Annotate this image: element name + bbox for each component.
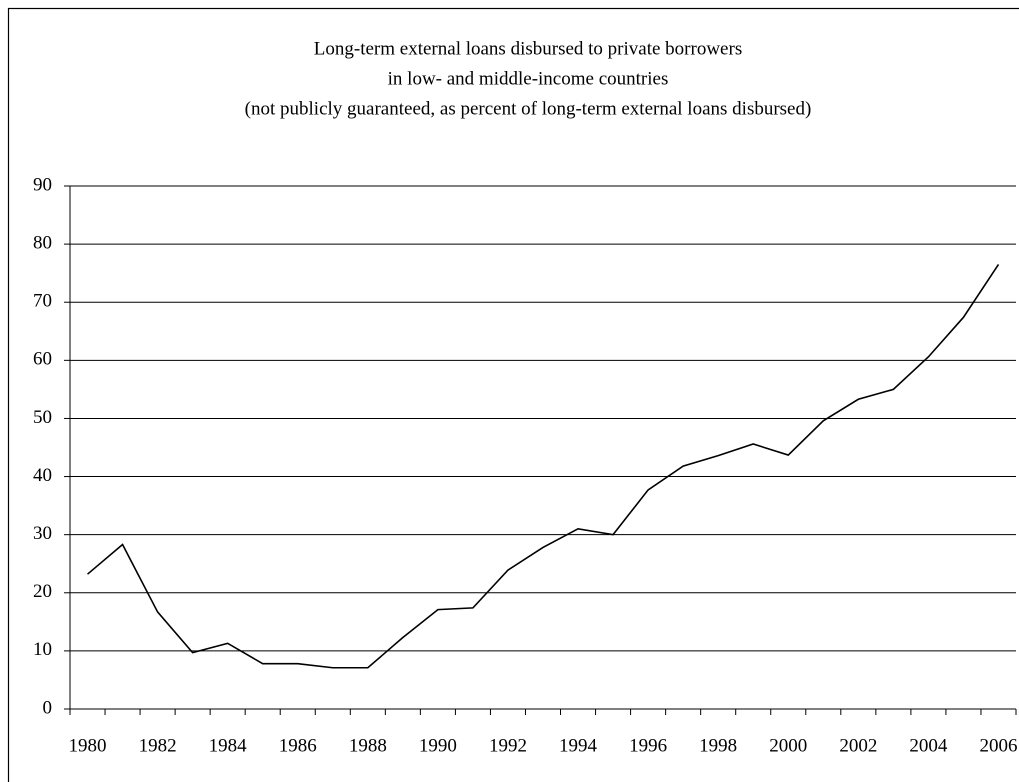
chart-title: (not publicly guaranteed, as percent of … bbox=[245, 98, 812, 119]
y-tick-label: 30 bbox=[33, 523, 52, 544]
data-line bbox=[87, 264, 1000, 669]
y-tick-label: 50 bbox=[33, 407, 52, 428]
y-tick-label: 60 bbox=[33, 349, 52, 370]
chart-title: in low- and middle-income countries bbox=[388, 68, 669, 89]
x-tick-label: 1996 bbox=[629, 735, 667, 756]
y-tick-label: 90 bbox=[33, 174, 52, 195]
x-tick-label: 1986 bbox=[279, 735, 317, 756]
y-tick-label: 80 bbox=[33, 232, 52, 253]
y-tick-label: 70 bbox=[33, 291, 52, 312]
chart-frame bbox=[7, 7, 1019, 782]
y-tick-label: 40 bbox=[33, 465, 52, 486]
x-tick-label: 1998 bbox=[699, 735, 737, 756]
x-tick-label: 1982 bbox=[139, 735, 177, 756]
x-tick-label: 1992 bbox=[489, 735, 527, 756]
x-tick-label: 1994 bbox=[559, 735, 598, 756]
x-tick-label: 1984 bbox=[209, 735, 248, 756]
x-tick-label: 2002 bbox=[839, 735, 877, 756]
y-tick-label: 20 bbox=[33, 581, 52, 602]
y-tick-label: 10 bbox=[33, 639, 52, 660]
x-tick-label: 2000 bbox=[769, 735, 807, 756]
x-tick-label: 2006 bbox=[979, 735, 1017, 756]
y-tick-label: 0 bbox=[43, 697, 53, 718]
x-tick-label: 2004 bbox=[909, 735, 948, 756]
x-tick-label: 1988 bbox=[349, 735, 387, 756]
chart-title: Long-term external loans disbursed to pr… bbox=[314, 38, 742, 59]
x-tick-label: 1990 bbox=[419, 735, 457, 756]
x-tick-label: 1980 bbox=[69, 735, 107, 756]
